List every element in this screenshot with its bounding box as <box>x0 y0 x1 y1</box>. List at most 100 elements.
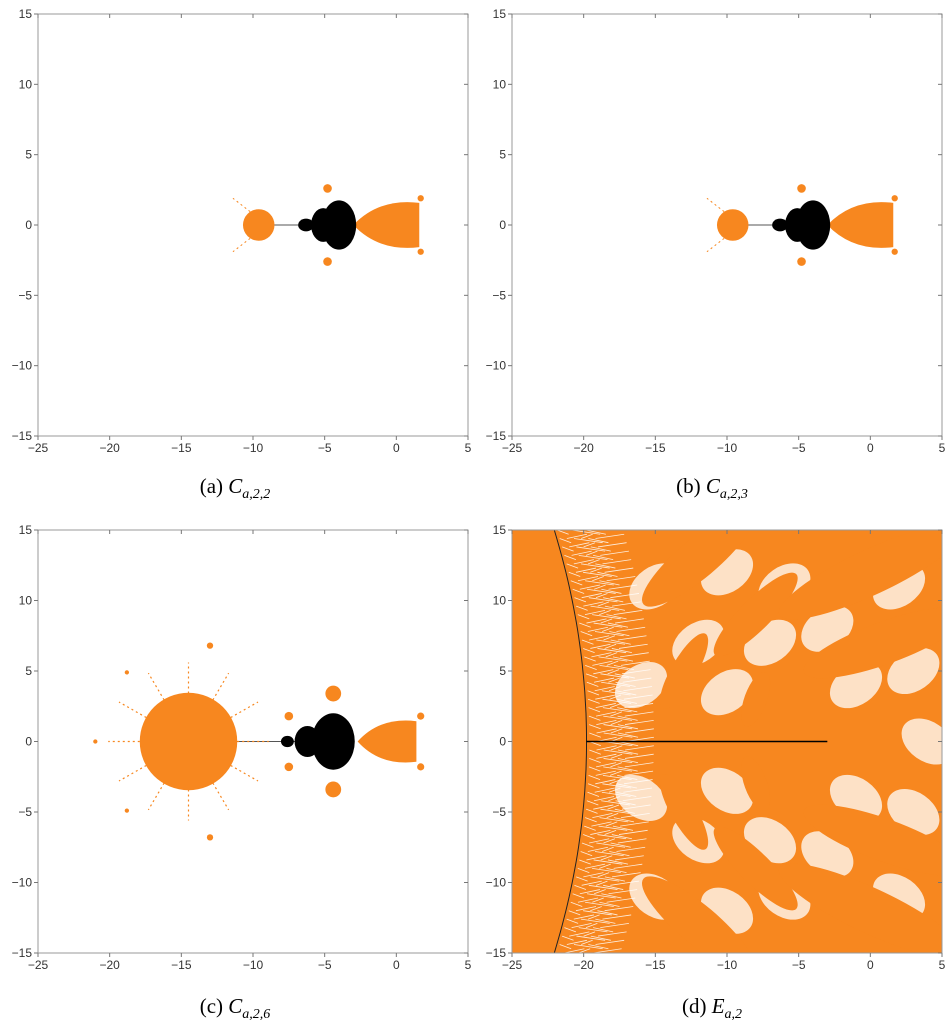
orange-bulb-circle <box>325 781 342 798</box>
filament <box>232 237 251 253</box>
plot-area-a <box>232 184 424 266</box>
caption-a-sub: a,2,2 <box>242 487 271 503</box>
y-tick-label: 15 <box>493 523 507 537</box>
y-tick-label: 15 <box>493 7 507 21</box>
orange-bulb-circle <box>124 670 130 675</box>
y-tick-label: 0 <box>499 218 506 232</box>
black-blob <box>311 713 355 770</box>
orange-bulb-circle <box>797 257 806 266</box>
x-tick-label: 5 <box>939 958 946 972</box>
y-tick-label: −5 <box>18 288 32 302</box>
orange-bulb-circle <box>124 808 130 813</box>
black-blob <box>298 218 314 232</box>
x-tick-label: −25 <box>28 441 49 455</box>
x-tick-label: −20 <box>573 958 594 972</box>
y-tick-label: −15 <box>486 429 507 443</box>
caption-c-letter: C <box>228 994 243 1018</box>
orange-bulb-circle <box>417 712 425 720</box>
solid-region <box>512 530 587 953</box>
y-tick-label: 0 <box>25 218 32 232</box>
caption-d-letter: E <box>711 994 725 1018</box>
orange-bulb <box>827 202 894 248</box>
y-tick-label: −10 <box>486 359 507 373</box>
axis-ticks: −25 −20 −15 −10 −5 0 5 −15 −10 −5 0 5 10 15 <box>12 7 472 455</box>
x-tick-label: −10 <box>717 441 738 455</box>
x-tick-label: 0 <box>867 441 874 455</box>
black-blob <box>280 735 294 748</box>
y-tick-label: 10 <box>19 77 33 91</box>
orange-bulb-circle <box>284 762 294 772</box>
y-tick-label: −10 <box>12 876 33 890</box>
plot-area-d <box>512 530 942 953</box>
caption-a-prefix: (a) <box>199 474 229 498</box>
orange-bulb-circle <box>417 763 425 771</box>
x-tick-label: −20 <box>99 958 120 972</box>
y-tick-label: −10 <box>486 876 507 890</box>
y-tick-label: −5 <box>492 805 506 819</box>
plot-b: −25 −20 −15 −10 −5 0 5 −15 −10 −5 0 5 10 15 <box>486 7 946 455</box>
x-tick-label: 0 <box>393 441 400 455</box>
plot-d: −25 −20 −15 −10 −5 0 5 −15 −10 −5 0 5 10 15 <box>486 523 946 972</box>
x-tick-label: −25 <box>502 441 523 455</box>
caption-d: (d) Ea,2 <box>612 994 812 1023</box>
orange-bulb-circle <box>325 685 342 702</box>
x-tick-label: −5 <box>318 958 332 972</box>
orange-bulb-circle <box>716 209 749 241</box>
filament <box>230 701 259 719</box>
filament <box>232 197 251 213</box>
caption-b-prefix: (b) <box>676 474 706 498</box>
x-tick-label: −5 <box>792 958 806 972</box>
x-tick-label: −25 <box>28 958 49 972</box>
filament <box>212 672 230 701</box>
caption-d-prefix: (d) <box>681 994 712 1018</box>
x-tick-label: −15 <box>171 441 192 455</box>
y-tick-label: 10 <box>493 594 507 608</box>
y-tick-label: 0 <box>25 735 32 749</box>
plot-area-c <box>93 642 425 841</box>
filament <box>706 237 725 253</box>
axis-ticks: −25 −20 −15 −10 −5 0 5 −15 −10 −5 0 5 10 15 <box>486 7 946 455</box>
filament <box>118 701 147 719</box>
x-tick-label: −15 <box>645 441 666 455</box>
x-tick-label: 5 <box>939 441 946 455</box>
plot-area-b <box>706 184 898 266</box>
orange-bulb-circle <box>242 209 275 241</box>
orange-bulb <box>357 720 417 763</box>
plot-c: −25 −20 −15 −10 −5 0 5 −15 −10 −5 0 5 10 15 <box>12 523 472 972</box>
boundary-curve <box>553 530 587 953</box>
caption-a: (a) Ca,2,2 <box>135 474 335 503</box>
black-blob <box>294 725 321 758</box>
x-tick-label: −5 <box>318 441 332 455</box>
orange-bulb-circle <box>206 642 214 649</box>
y-tick-label: −5 <box>492 288 506 302</box>
caption-c-prefix: (c) <box>199 994 229 1018</box>
y-tick-label: −15 <box>12 946 33 960</box>
caption-b: (b) Ca,2,3 <box>612 474 812 503</box>
x-tick-label: −15 <box>645 958 666 972</box>
filament <box>706 197 725 213</box>
orange-bulb-circle <box>891 195 898 202</box>
y-tick-label: 5 <box>25 664 32 678</box>
y-tick-label: 0 <box>499 735 506 749</box>
y-tick-label: −15 <box>486 946 507 960</box>
filament <box>212 782 230 811</box>
caption-d-sub: a,2 <box>724 1007 743 1023</box>
filament <box>230 764 259 782</box>
black-blob <box>311 208 336 242</box>
x-tick-label: 0 <box>867 958 874 972</box>
orange-bulb-circle <box>284 711 294 721</box>
orange-bulb-circle <box>797 184 806 193</box>
axis-ticks: −25 −20 −15 −10 −5 0 5 −15 −10 −5 0 5 10 15 <box>12 523 472 972</box>
x-tick-label: 0 <box>393 958 400 972</box>
orange-bulb-circle <box>93 739 98 744</box>
black-blob <box>785 208 810 242</box>
y-tick-label: 15 <box>19 523 33 537</box>
caption-c-sub: a,2,6 <box>242 1007 271 1023</box>
filament <box>118 764 147 782</box>
x-tick-label: −10 <box>243 441 264 455</box>
y-tick-label: 5 <box>499 148 506 162</box>
y-tick-label: 5 <box>25 148 32 162</box>
y-tick-label: −15 <box>12 429 33 443</box>
x-tick-label: 5 <box>465 441 472 455</box>
filament <box>147 782 165 811</box>
